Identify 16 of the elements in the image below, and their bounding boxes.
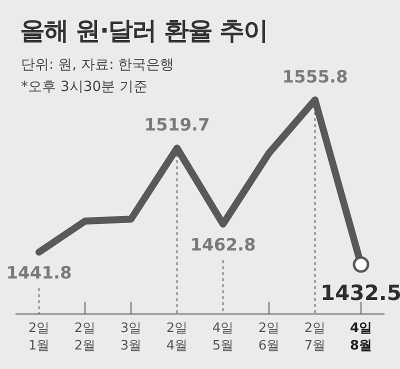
data-label: 1441.8 bbox=[6, 264, 72, 284]
x-tick-label: 3일 3월 bbox=[120, 321, 142, 354]
text: *오후 3시30분 기준 bbox=[21, 78, 148, 96]
x-tick-label: 2일 6월 bbox=[258, 321, 280, 354]
x-tick-label: 2일 2월 bbox=[74, 321, 96, 354]
data-label: 1519.7 bbox=[144, 116, 210, 136]
x-tick-label: 4일 8월 bbox=[350, 321, 372, 354]
chart-subtitle: 단위: 원, 자료: 한국은행 bbox=[21, 56, 174, 74]
data-label: 1462.8 bbox=[190, 236, 256, 256]
x-tick-label: 2일 4월 bbox=[166, 321, 188, 354]
data-label: 1432.5 bbox=[320, 280, 400, 305]
x-tick-label: 2일 1월 bbox=[28, 321, 50, 354]
chart-title: 올해 원·달러 환율 추이 bbox=[20, 15, 268, 47]
x-tick-label: 2일 7월 bbox=[304, 321, 326, 354]
x-tick-label: 4일 5월 bbox=[212, 321, 234, 354]
data-label: 1555.8 bbox=[282, 67, 348, 88]
